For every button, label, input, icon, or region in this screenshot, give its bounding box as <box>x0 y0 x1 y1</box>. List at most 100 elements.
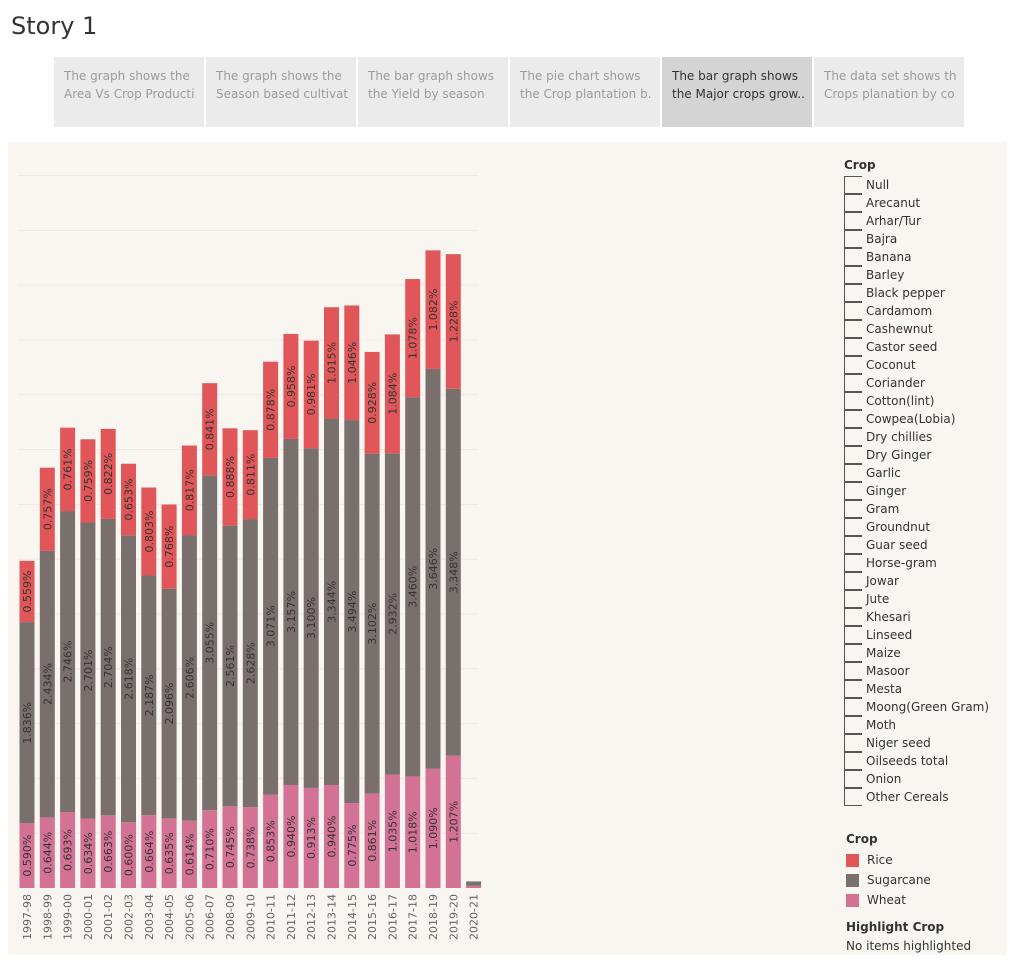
data-label: 0.878% <box>265 389 278 431</box>
crop-filter-item[interactable]: Arecanut <box>844 194 994 212</box>
checkbox[interactable] <box>844 176 862 194</box>
crop-filter-label: Maize <box>866 646 901 660</box>
checkbox[interactable] <box>844 644 862 662</box>
checkbox[interactable] <box>844 482 862 500</box>
checkbox[interactable] <box>844 302 862 320</box>
crop-filter-item[interactable]: Moth <box>844 716 994 734</box>
crop-filter-item[interactable]: Linseed <box>844 626 994 644</box>
checkbox[interactable] <box>844 446 862 464</box>
crop-filter-item[interactable]: Barley <box>844 266 994 284</box>
crop-filter-list[interactable]: Null Arecanut Arhar/Tur Bajra Banana Barley Bl… <box>844 176 994 806</box>
checkbox[interactable] <box>844 284 862 302</box>
bar-rice <box>303 340 319 449</box>
x-tick-label: 2004-05 <box>163 894 176 940</box>
crop-filter-item[interactable]: Ginger <box>844 482 994 500</box>
crop-filter-item[interactable]: Gram <box>844 500 994 518</box>
story-point-6-line1: The data set shows the <box>824 69 956 83</box>
checkbox[interactable] <box>844 626 862 644</box>
data-label: 2.606% <box>183 657 196 699</box>
crop-filter-item[interactable]: Niger seed <box>844 734 994 752</box>
checkbox[interactable] <box>844 212 862 230</box>
checkbox[interactable] <box>844 590 862 608</box>
checkbox[interactable] <box>844 392 862 410</box>
crop-filter-item[interactable]: Groundnut <box>844 518 994 536</box>
crop-filter-item[interactable]: Bajra <box>844 230 994 248</box>
crop-filter-item[interactable]: Black pepper <box>844 284 994 302</box>
crop-filter-item[interactable]: Moong(Green Gram) <box>844 698 994 716</box>
crop-filter-item[interactable]: Coriander <box>844 374 994 392</box>
crop-filter-item[interactable]: Other Cereals <box>844 788 994 806</box>
crop-filter-label: Castor seed <box>866 340 938 354</box>
crop-filter-item[interactable]: Banana <box>844 248 994 266</box>
crop-filter-item[interactable]: Cowpea(Lobia) <box>844 410 994 428</box>
crop-filter-item[interactable]: Jute <box>844 590 994 608</box>
checkbox[interactable] <box>844 572 862 590</box>
highlight-crop[interactable]: Highlight Crop No items highlighted <box>846 920 971 953</box>
story-point-2[interactable]: The graph shows the Season based cultivat… <box>206 57 356 127</box>
checkbox[interactable] <box>844 752 862 770</box>
crop-filter-item[interactable]: Jowar <box>844 572 994 590</box>
checkbox[interactable] <box>844 410 862 428</box>
data-label: 0.600% <box>123 834 136 876</box>
checkbox[interactable] <box>844 374 862 392</box>
crop-filter-item[interactable]: Masoor <box>844 662 994 680</box>
data-label: 0.841% <box>204 408 217 450</box>
checkbox[interactable] <box>844 554 862 572</box>
checkbox[interactable] <box>844 518 862 536</box>
story-point-5[interactable]: The bar graph shows the Major crops grow.… <box>662 57 812 127</box>
checkbox[interactable] <box>844 266 862 284</box>
checkbox[interactable] <box>844 698 862 716</box>
data-label: 0.853% <box>265 820 278 862</box>
crop-filter-label: Null <box>866 178 890 192</box>
data-label: 0.653% <box>123 479 136 521</box>
crop-filter-item[interactable]: Garlic <box>844 464 994 482</box>
crop-filter-item[interactable]: Maize <box>844 644 994 662</box>
data-label: 1.228% <box>447 300 460 342</box>
crop-filter-item[interactable]: Onion <box>844 770 994 788</box>
checkbox[interactable] <box>844 230 862 248</box>
crop-filter-item[interactable]: Cotton(lint) <box>844 392 994 410</box>
checkbox[interactable] <box>844 788 862 806</box>
crop-filter-item[interactable]: Arhar/Tur <box>844 212 994 230</box>
checkbox[interactable] <box>844 608 862 626</box>
crop-filter-item[interactable]: Dry Ginger <box>844 446 994 464</box>
checkbox[interactable] <box>844 770 862 788</box>
checkbox[interactable] <box>844 536 862 554</box>
bar-wheat <box>60 812 76 888</box>
checkbox[interactable] <box>844 356 862 374</box>
crop-filter-item[interactable]: Mesta <box>844 680 994 698</box>
story-point-3[interactable]: The bar graph shows the Yield by season <box>358 57 508 127</box>
crop-filter-item[interactable]: Cardamom <box>844 302 994 320</box>
checkbox[interactable] <box>844 248 862 266</box>
data-label: 2.096% <box>163 683 176 725</box>
checkbox[interactable] <box>844 716 862 734</box>
crop-filter-item[interactable]: Cashewnut <box>844 320 994 338</box>
checkbox[interactable] <box>844 464 862 482</box>
data-label: 3.071% <box>265 605 278 647</box>
legend-item-wheat[interactable]: Wheat <box>846 890 931 910</box>
crop-filter-item[interactable]: Oilseeds total <box>844 752 994 770</box>
data-label: 0.759% <box>82 460 95 502</box>
story-point-6[interactable]: The data set shows the Crops planation by… <box>814 57 964 127</box>
checkbox[interactable] <box>844 662 862 680</box>
crop-filter-item[interactable]: Horse-gram <box>844 554 994 572</box>
story-point-4[interactable]: The pie chart shows the Crop plantation b… <box>510 57 660 127</box>
checkbox[interactable] <box>844 500 862 518</box>
checkbox[interactable] <box>844 428 862 446</box>
legend-item-rice[interactable]: Rice <box>846 850 931 870</box>
data-label: 3.344% <box>326 581 339 623</box>
checkbox[interactable] <box>844 734 862 752</box>
crop-filter-item[interactable]: Null <box>844 176 994 194</box>
crop-filter-item[interactable]: Dry chillies <box>844 428 994 446</box>
checkbox[interactable] <box>844 194 862 212</box>
checkbox[interactable] <box>844 680 862 698</box>
story-point-1[interactable]: The graph shows the Area Vs Crop Producti… <box>54 57 204 127</box>
crop-filter-label: Barley <box>866 268 905 282</box>
legend-item-sugarcane[interactable]: Sugarcane <box>846 870 931 890</box>
checkbox[interactable] <box>844 338 862 356</box>
crop-filter-item[interactable]: Guar seed <box>844 536 994 554</box>
checkbox[interactable] <box>844 320 862 338</box>
crop-filter-item[interactable]: Khesari <box>844 608 994 626</box>
crop-filter-item[interactable]: Castor seed <box>844 338 994 356</box>
crop-filter-item[interactable]: Coconut <box>844 356 994 374</box>
